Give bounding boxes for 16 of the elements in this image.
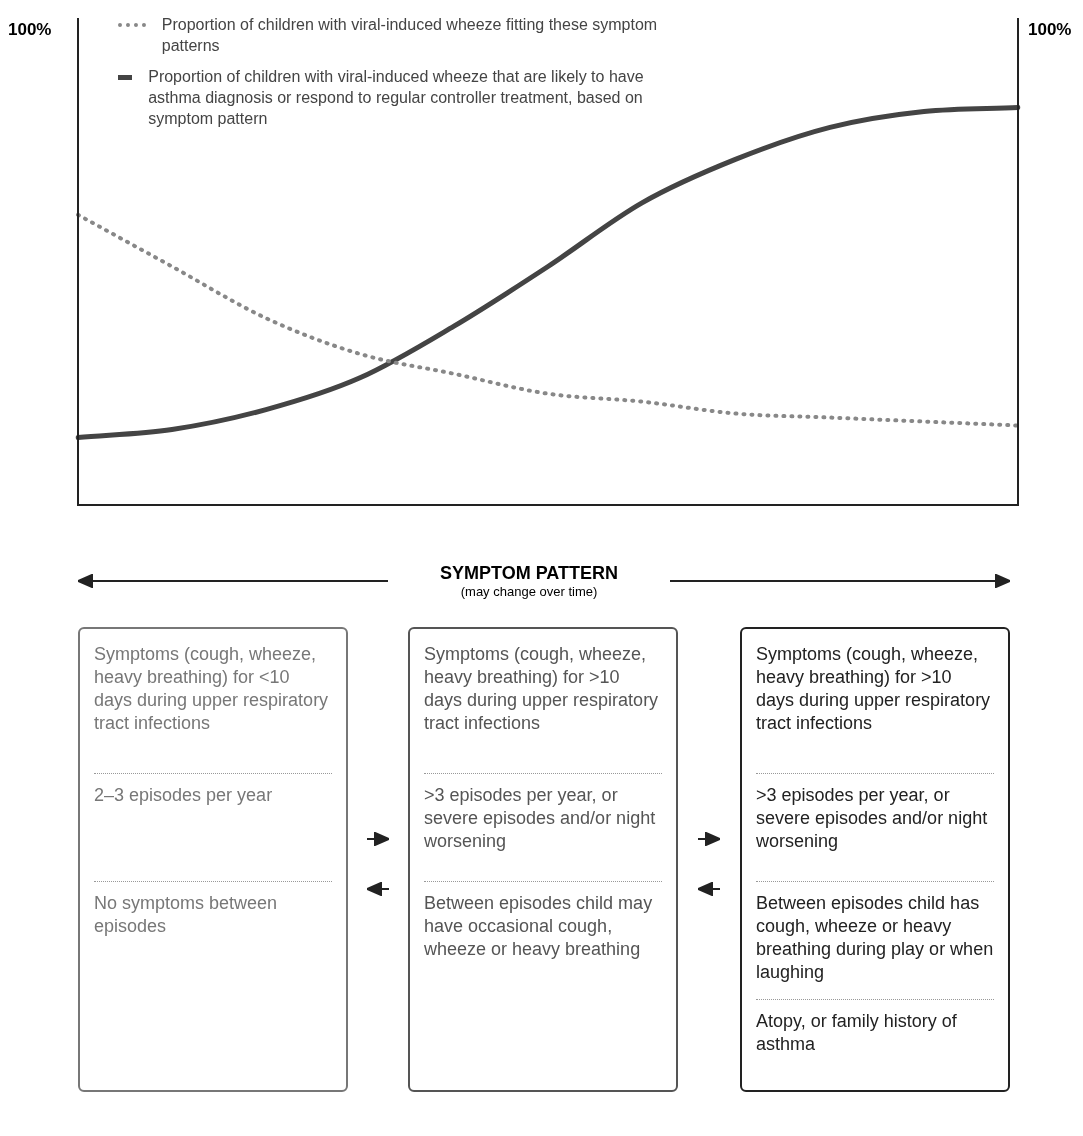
text: 100% [1028, 20, 1072, 40]
text: (may change over time) [459, 584, 599, 599]
text: Symptoms (cough, wheeze, heavy breathing) for >10 days during upper respiratory tract infections [756, 643, 992, 735]
legend-label: Proportion of children with viral-induced wheeze that are likely to have asthma diagnosis or respond to regular controller treatment, based on symptom pattern [148, 67, 645, 129]
text: 2–3 episodes per year [94, 773, 332, 881]
text: Between episodes child may have occasional cough, wheeze or heavy breathing [424, 881, 662, 999]
text: 100% [8, 20, 52, 40]
text: Symptoms (cough, wheeze, heavy breathing) for >10 days during upper respiratory tract infections [424, 643, 660, 735]
text: Atopy, or family history of asthma [756, 999, 994, 1059]
text: Symptoms (cough, wheeze, heavy breathing) for <10 days during upper respiratory tract infections [94, 643, 330, 735]
text: Between episodes child has cough, wheeze or heavy breathing during play or when laughing [756, 881, 994, 999]
legend-label: Proportion of children with viral-induced wheeze fitting these symptom patterns [161, 15, 659, 56]
text: >3 episodes per year, or severe episodes and/or night worsening [756, 773, 994, 881]
text: >3 episodes per year, or severe episodes and/or night worsening [424, 773, 662, 881]
x-axis-title: SYMPTOM PATTERN [439, 563, 619, 584]
text: No symptoms between episodes [94, 881, 332, 999]
